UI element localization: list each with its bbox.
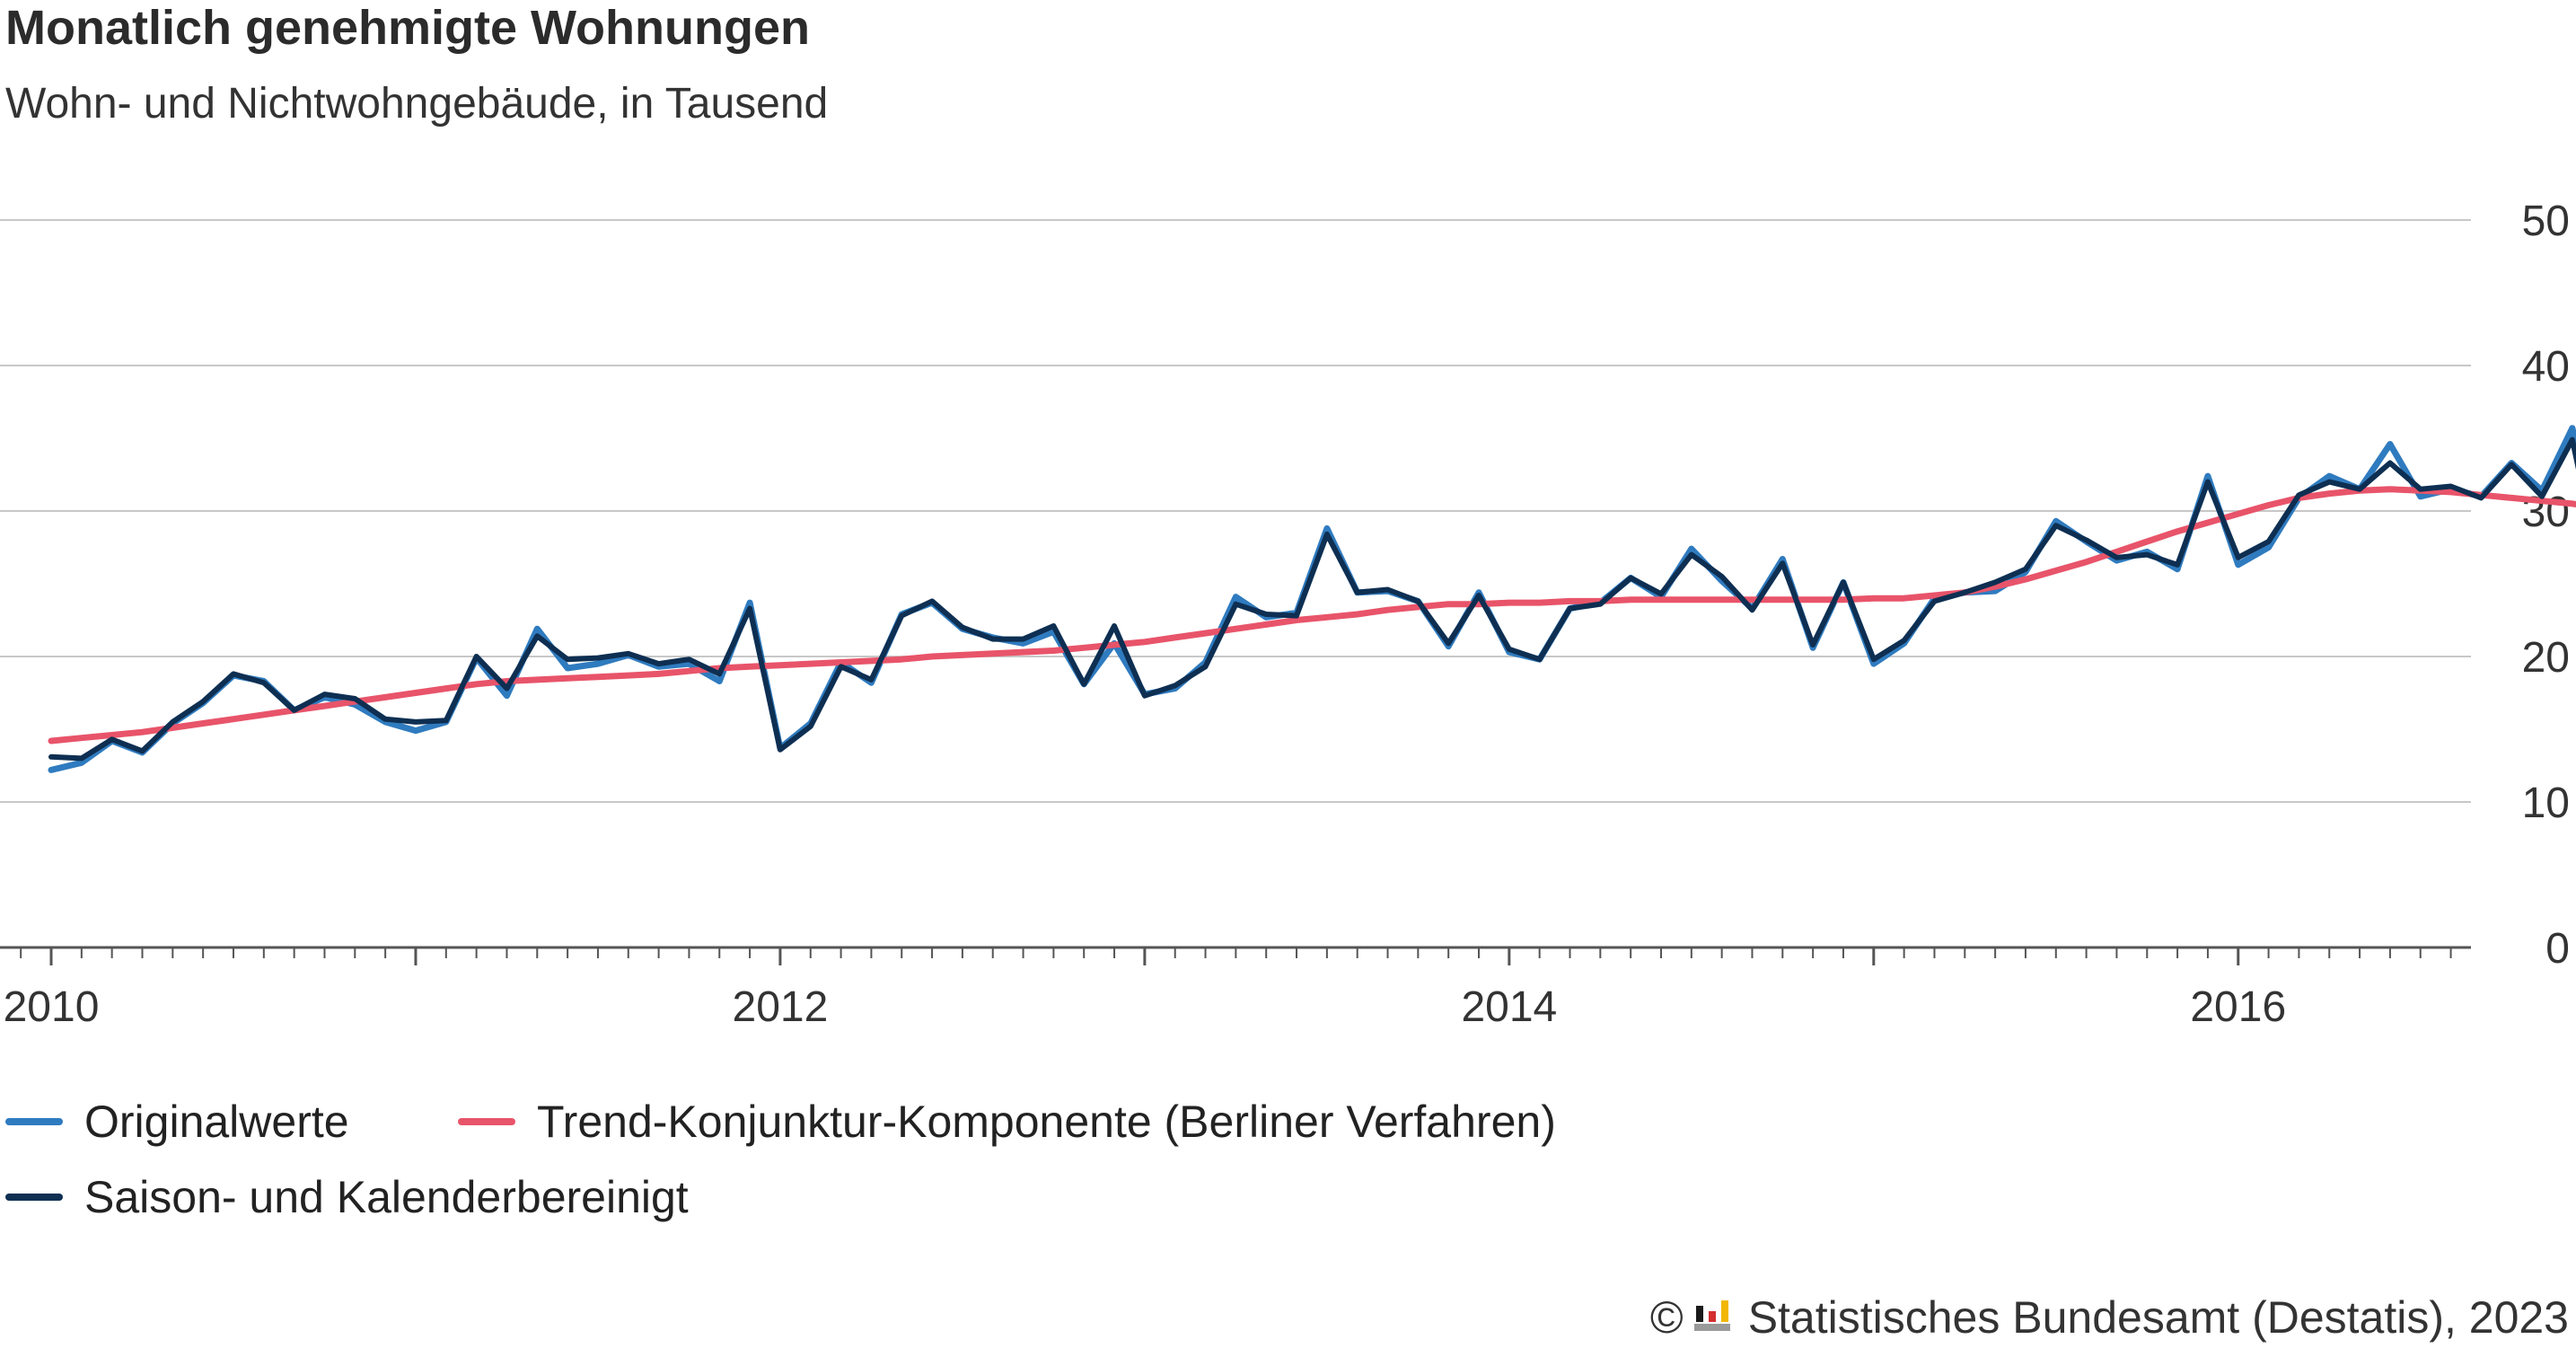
source-footer: © Statistisches Bundesamt (Destatis), 20…	[1650, 1291, 2569, 1344]
chart-title: Monatlich genehmigte Wohnungen	[5, 1, 810, 55]
legend-swatch	[458, 1118, 515, 1125]
x-tick-label-2016: 2016	[2190, 983, 2286, 1031]
series-line-2	[48, 486, 2576, 744]
legend-item-saisonbereinigt[interactable]: Saison- und Kalenderbereinigt	[5, 1171, 689, 1223]
legend-item-trend[interactable]: Trend-Konjunktur-Komponente (Berliner Ve…	[458, 1096, 1556, 1148]
copyright-symbol: ©	[1649, 1292, 1684, 1343]
x-tick-label-2010: 2010	[4, 983, 100, 1031]
legend-swatch	[5, 1118, 63, 1125]
source-text: Statistisches Bundesamt (Destatis), 2023	[1747, 1292, 2569, 1343]
y-tick-label-20: 20	[2522, 634, 2570, 682]
series-lines	[48, 425, 2576, 773]
legend-label: Originalwerte	[84, 1097, 349, 1147]
destatis-logo-icon	[1692, 1291, 1732, 1344]
y-tick-label-50: 50	[2522, 198, 2570, 245]
y-tick-label-30: 30	[2522, 489, 2570, 536]
legend-label: Trend-Konjunktur-Komponente (Berliner Ve…	[537, 1097, 1556, 1147]
series-line-1	[48, 425, 2576, 773]
y-tick-label-10: 10	[2522, 780, 2570, 827]
legend-swatch	[5, 1194, 63, 1201]
x-tick-label-2012: 2012	[733, 983, 829, 1031]
y-axis-tick-labels: 0 10 20 30 40 50	[2522, 198, 2570, 973]
grid-lines	[0, 219, 2471, 803]
x-axis: 2010201220142016201820202022	[0, 946, 2471, 1031]
chart-subtitle: Wohn- und Nichtwohngebäude, in Tausend	[5, 80, 829, 128]
series-line-3	[48, 436, 2576, 762]
x-tick-label-2014: 2014	[1461, 983, 1557, 1031]
y-tick-label-40: 40	[2522, 343, 2570, 391]
legend-label: Saison- und Kalenderbereinigt	[84, 1172, 689, 1222]
y-tick-label-0: 0	[2545, 925, 2570, 973]
legend-item-originalwerte[interactable]: Originalwerte	[5, 1096, 349, 1148]
